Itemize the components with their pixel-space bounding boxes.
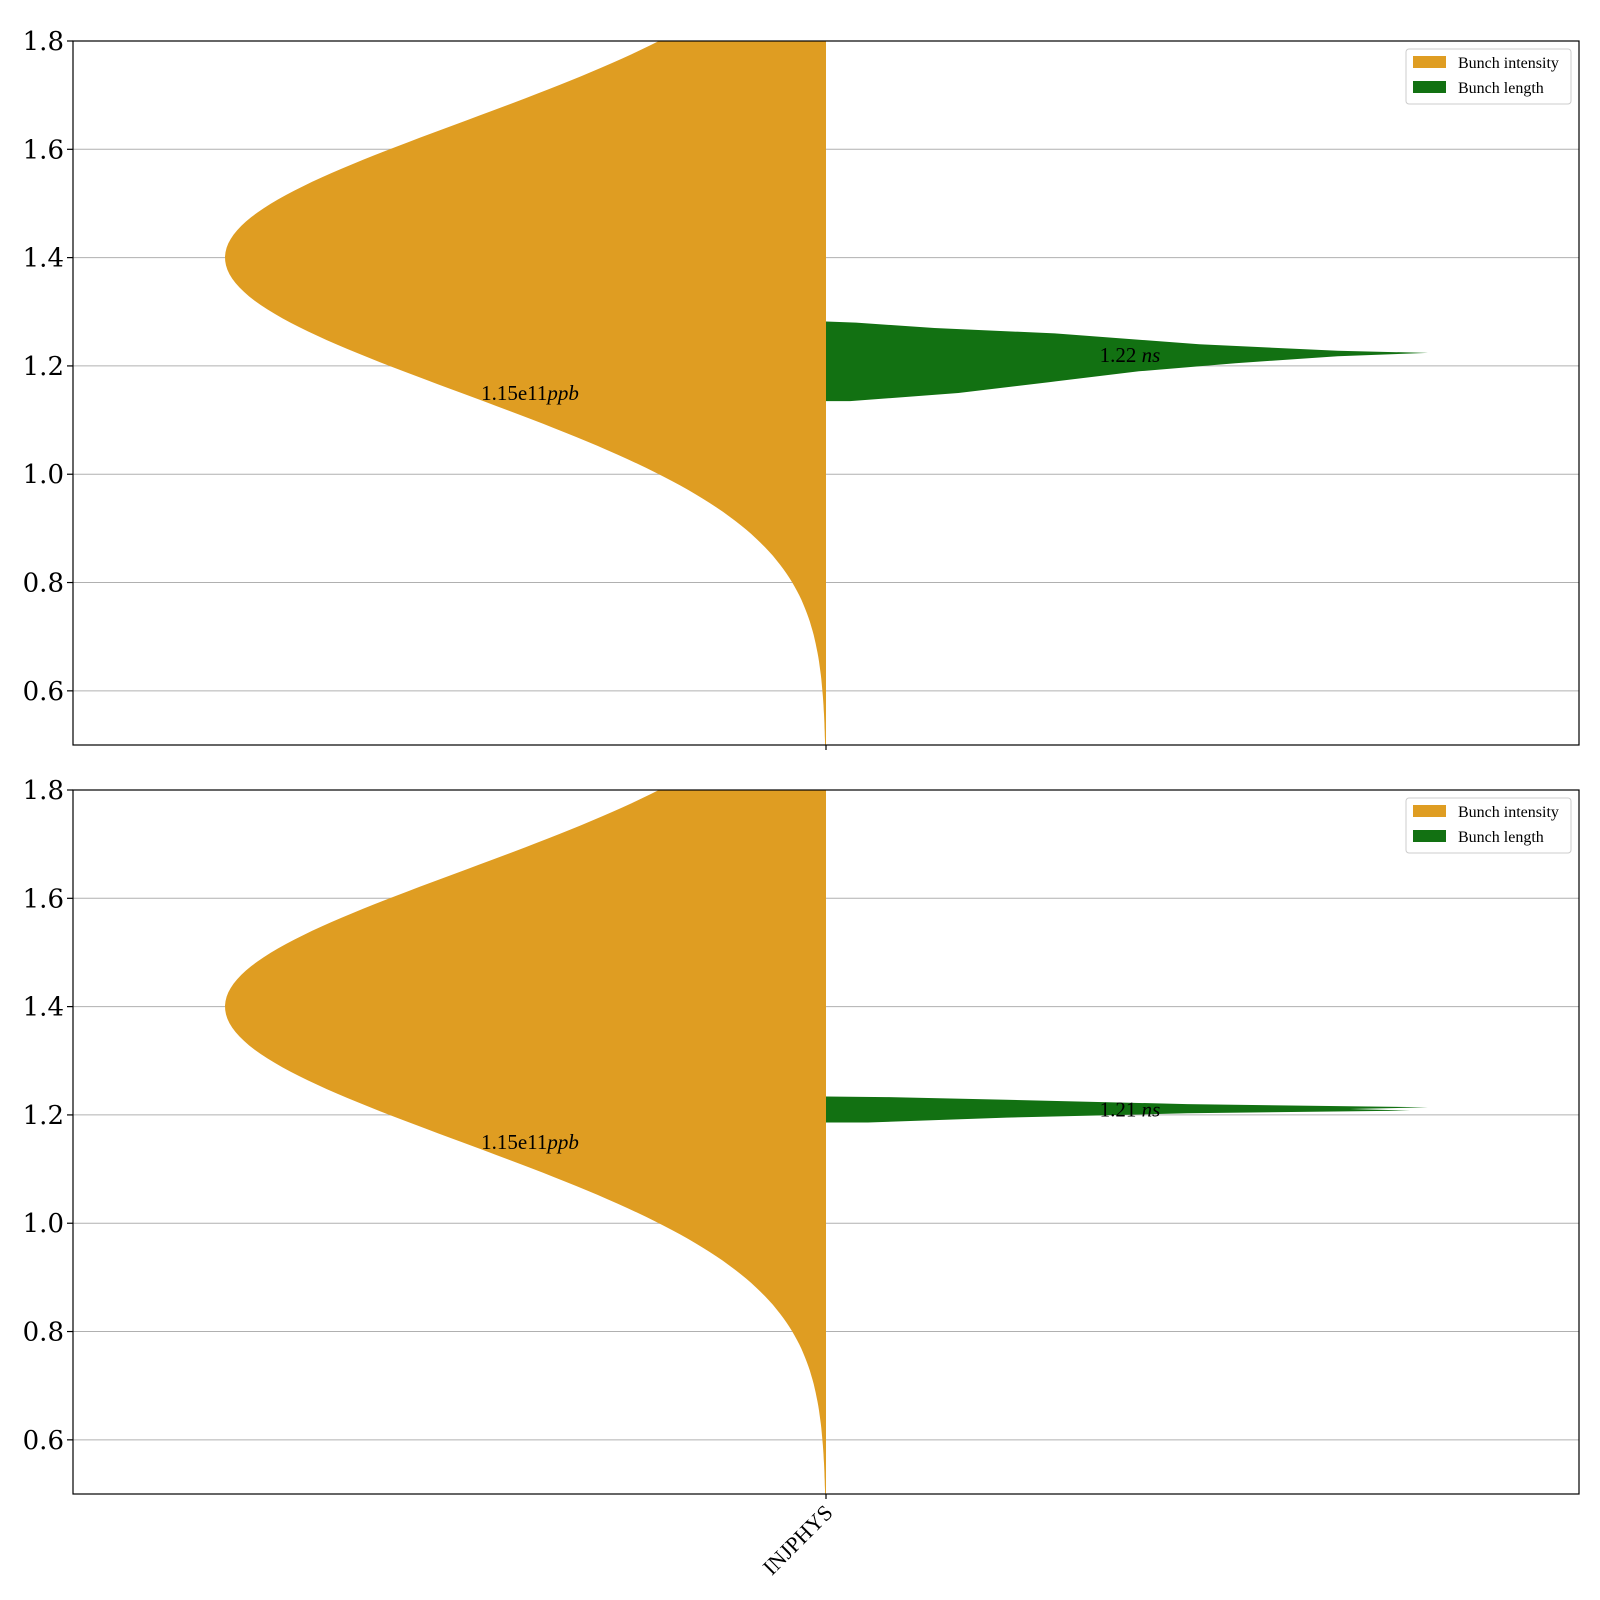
legend: Bunch intensity Bunch length	[1405, 797, 1572, 854]
intensity-value-label: 1.15e11ppb	[481, 1130, 579, 1154]
length-violin	[826, 321, 1428, 402]
legend-label: Bunch intensity	[1458, 55, 1559, 72]
violins	[225, 790, 1428, 1494]
length-value-label: 1.21 ns	[1100, 1098, 1161, 1122]
y-tick-label: 1.4	[23, 244, 64, 274]
intensity-violin	[225, 790, 826, 1494]
y-tick-label: 0.6	[23, 1426, 64, 1456]
intensity-value-label: 1.15e11ppb	[481, 381, 579, 405]
panel-bottom: 0.6 0.8 1.0 1.2 1.4 1.6 1.8 1.15e11ppb 1.21 ns Bu…	[23, 776, 1580, 1580]
length-value-label: 1.22 ns	[1100, 343, 1161, 367]
legend-swatch	[1413, 56, 1446, 68]
y-tick-label: 1.4	[23, 993, 64, 1023]
length-violin	[826, 1096, 1428, 1123]
legend-swatch	[1413, 805, 1446, 817]
y-tick-label: 0.8	[23, 569, 64, 599]
y-tick-label: 1.2	[23, 352, 64, 382]
legend-label: Bunch length	[1458, 829, 1544, 846]
legend-box	[1405, 48, 1572, 105]
y-tick-label: 1.0	[23, 460, 64, 490]
y-tick-label: 1.6	[23, 135, 64, 165]
y-tick-label: 1.0	[23, 1209, 64, 1239]
y-tick-label: 0.6	[23, 677, 64, 707]
y-tick-label: 1.8	[23, 776, 64, 806]
legend-label: Bunch length	[1458, 80, 1544, 97]
intensity-violin	[225, 41, 826, 745]
y-tick-label: 0.8	[23, 1318, 64, 1348]
y-tick-label: 1.2	[23, 1101, 64, 1131]
violins	[225, 41, 1428, 745]
panel-top: 0.6 0.8 1.0 1.2 1.4 1.6 1.8 1.15e11ppb 1.22 ns Bu…	[23, 27, 1580, 750]
legend-swatch	[1413, 81, 1446, 93]
legend-box	[1405, 797, 1572, 854]
x-category-label: INJPHYS	[758, 1500, 838, 1580]
y-tick-label: 1.6	[23, 884, 64, 914]
legend-swatch	[1413, 830, 1446, 842]
y-tick-label: 1.8	[23, 27, 64, 57]
legend-label: Bunch intensity	[1458, 804, 1559, 821]
legend: Bunch intensity Bunch length	[1405, 48, 1572, 105]
